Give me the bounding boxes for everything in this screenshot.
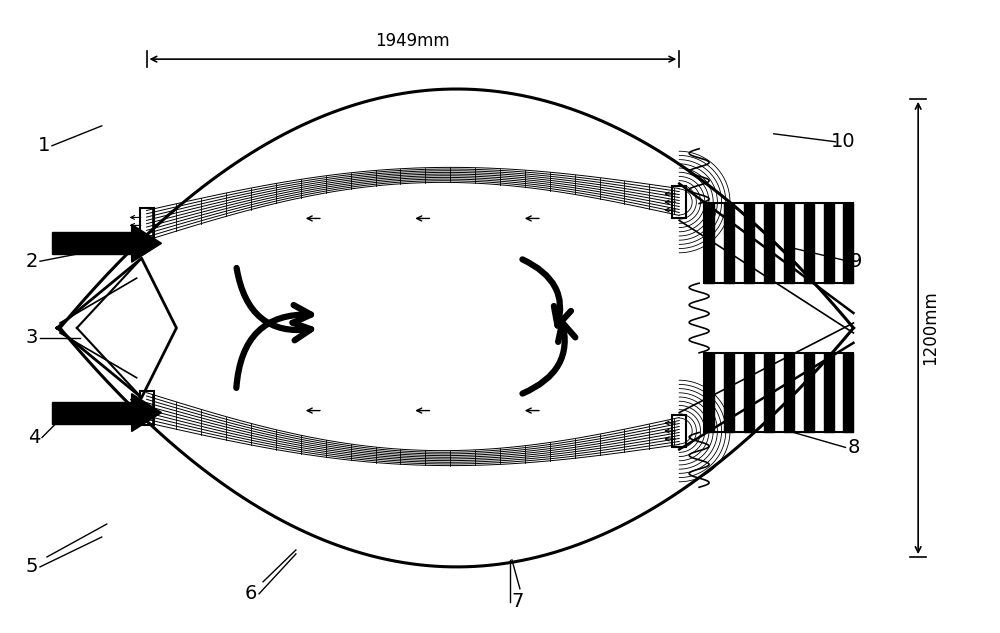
Text: 1949mm: 1949mm (376, 32, 450, 50)
Bar (140, 391, 154, 425)
Polygon shape (132, 225, 161, 262)
Text: 6: 6 (245, 584, 257, 603)
Bar (824, 353, 834, 432)
Bar (704, 203, 853, 283)
Text: 8: 8 (847, 438, 860, 457)
Bar (784, 203, 794, 283)
Text: 10: 10 (831, 132, 856, 151)
Bar (52, 232, 132, 254)
Text: 4: 4 (28, 428, 40, 447)
Bar (140, 208, 154, 242)
Bar (843, 353, 853, 432)
Bar (704, 353, 853, 432)
Text: 2: 2 (26, 252, 38, 271)
Bar (764, 353, 774, 432)
Text: 7: 7 (512, 592, 524, 611)
Bar (704, 203, 714, 283)
Bar (724, 353, 734, 432)
Bar (672, 415, 686, 447)
Bar (843, 203, 853, 283)
Polygon shape (132, 394, 161, 432)
Bar (724, 203, 734, 283)
Bar (804, 203, 814, 283)
Bar (804, 353, 814, 432)
Text: 3: 3 (26, 329, 38, 348)
Bar (744, 353, 754, 432)
Text: 5: 5 (26, 558, 38, 577)
Text: 1: 1 (38, 136, 50, 155)
Bar (672, 186, 686, 218)
Bar (52, 401, 132, 423)
Bar (744, 203, 754, 283)
Text: 9: 9 (850, 252, 863, 271)
Bar (784, 353, 794, 432)
Bar (764, 203, 774, 283)
Bar (824, 203, 834, 283)
Bar (704, 353, 714, 432)
Text: 1200mm: 1200mm (921, 291, 939, 365)
